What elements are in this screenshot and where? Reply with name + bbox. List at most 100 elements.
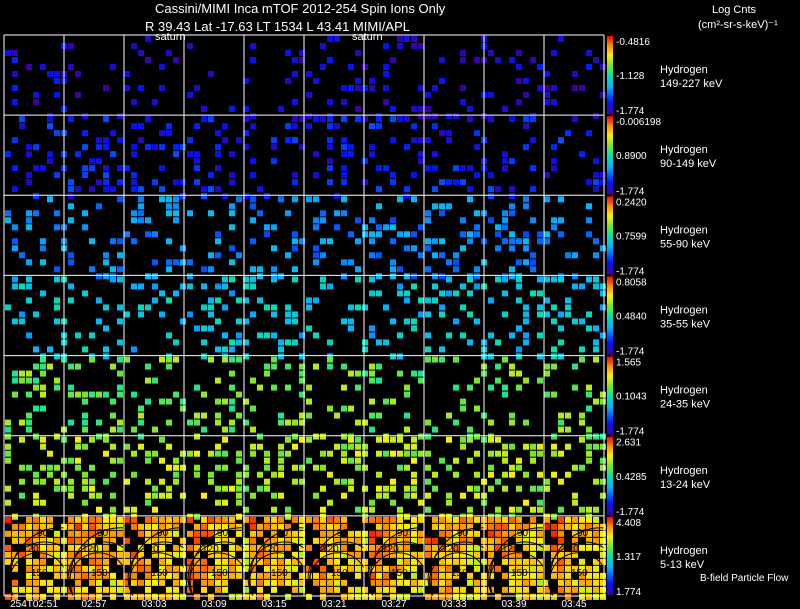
color-bar [607, 436, 613, 515]
units-sublabel: (cm²-sr-s-keV)⁻¹ [698, 19, 778, 31]
contour-label: 90 [337, 528, 349, 539]
contour-line [369, 527, 425, 597]
contour-label: 150 [391, 568, 408, 579]
saturn-label: saturn [155, 31, 186, 43]
time-tick-label: 03:27 [381, 599, 406, 609]
energy-label: 35-55 keV [660, 319, 711, 331]
color-bar [607, 196, 613, 275]
energy-label: 55-90 keV [660, 238, 711, 250]
scale-min-label: -1.774 [616, 427, 645, 438]
contour-line [67, 541, 125, 597]
panel-55-90-keV [5, 196, 606, 280]
energy-label: 5-13 keV [660, 559, 705, 571]
contour-line [549, 527, 605, 597]
contour-label: 120 [262, 544, 279, 555]
scale-min-label: 1.774 [616, 587, 641, 598]
species-label: Hydrogen [660, 385, 708, 397]
contour-label: 120 [562, 544, 579, 555]
contour-label: 150 [331, 568, 348, 579]
scale-min-label: -1.774 [616, 507, 645, 518]
contour-line [429, 527, 485, 597]
contour-line [188, 552, 245, 597]
contour-label: 90 [217, 528, 229, 539]
energy-label: 149-227 keV [660, 78, 723, 90]
panel-24-35-keV [5, 356, 606, 440]
scale-mid-label: -1.128 [616, 71, 645, 82]
contour-line [249, 527, 305, 597]
contour-line [489, 527, 545, 597]
color-bar [607, 356, 613, 435]
contour-line [307, 541, 365, 597]
contour-line [8, 552, 65, 597]
contour-line [309, 527, 365, 597]
time-tick-label: 03:09 [201, 599, 226, 609]
color-bar [607, 116, 613, 195]
scale-max-label: -0.4816 [616, 37, 650, 48]
species-label: Hydrogen [660, 545, 708, 557]
contour-label: 150 [571, 568, 588, 579]
contour-label: 120 [82, 544, 99, 555]
contour-line [69, 527, 125, 597]
panel-5-13-keV [5, 516, 606, 600]
time-tick-label: 03:21 [321, 599, 346, 609]
contour-label: 90 [457, 528, 469, 539]
color-bar [607, 36, 613, 115]
contour-line [548, 552, 605, 597]
scale-max-label: -0.006198 [616, 117, 661, 128]
contour-label: 90 [397, 528, 409, 539]
contour-label: 150 [151, 568, 168, 579]
contour-label: 120 [202, 544, 219, 555]
scale-min-label: -1.774 [616, 106, 645, 117]
contour-line [308, 552, 365, 597]
contour-label: 90 [37, 528, 49, 539]
species-label: Hydrogen [660, 305, 708, 317]
contour-label: 90 [517, 528, 529, 539]
contour-line [248, 552, 305, 597]
contour-line [9, 527, 65, 597]
contour-line [547, 541, 605, 597]
contour-label: 90 [577, 528, 589, 539]
energy-label: 90-149 keV [660, 158, 717, 170]
time-tick-label: 02:57 [81, 599, 106, 609]
scale-max-label: 0.8058 [616, 277, 647, 288]
time-tick-label: 03:45 [561, 599, 586, 609]
time-tick-label: 03:33 [441, 599, 466, 609]
contour-line [187, 541, 245, 597]
scale-mid-label: 1.317 [616, 552, 641, 563]
species-label: Hydrogen [660, 64, 708, 76]
scale-max-label: 4.408 [616, 518, 641, 529]
scale-max-label: 1.565 [616, 358, 641, 369]
panel-149-227-keV [5, 36, 606, 119]
contour-label: 120 [142, 544, 159, 555]
contour-line [428, 552, 485, 597]
orbit-info: R 39.43 Lat -17.63 LT 1534 L 43.41 MIMI/… [145, 19, 410, 34]
contour-label: 150 [211, 568, 228, 579]
species-label: Hydrogen [660, 144, 708, 156]
contour-line [189, 527, 245, 597]
panel-13-24-keV [5, 436, 606, 520]
scale-min-label: -1.774 [616, 186, 645, 197]
contour-line [129, 527, 185, 597]
contour-line [488, 552, 545, 597]
time-tick-label: 03:15 [261, 599, 286, 609]
scale-min-label: -1.774 [616, 347, 645, 358]
scale-mid-label: 0.8900 [616, 151, 647, 162]
panel-90-149-keV [5, 116, 606, 200]
time-tick-label: 03:03 [141, 599, 166, 609]
scale-min-label: -1.774 [616, 266, 645, 277]
contour-label: 150 [451, 568, 468, 579]
scale-max-label: 2.631 [616, 438, 641, 449]
contour-label: 150 [511, 568, 528, 579]
color-bar [607, 276, 613, 355]
contour-line [7, 541, 65, 597]
scale-mid-label: 0.4840 [616, 312, 647, 323]
contour-line [368, 552, 425, 597]
time-tick-label: 03:39 [501, 599, 526, 609]
contour-label: 150 [271, 568, 288, 579]
contour-label: 90 [157, 528, 169, 539]
contour-line [367, 541, 425, 597]
contour-label: 90 [277, 528, 289, 539]
scale-max-label: 0.2420 [616, 197, 647, 208]
saturn-label: saturn [352, 31, 383, 43]
